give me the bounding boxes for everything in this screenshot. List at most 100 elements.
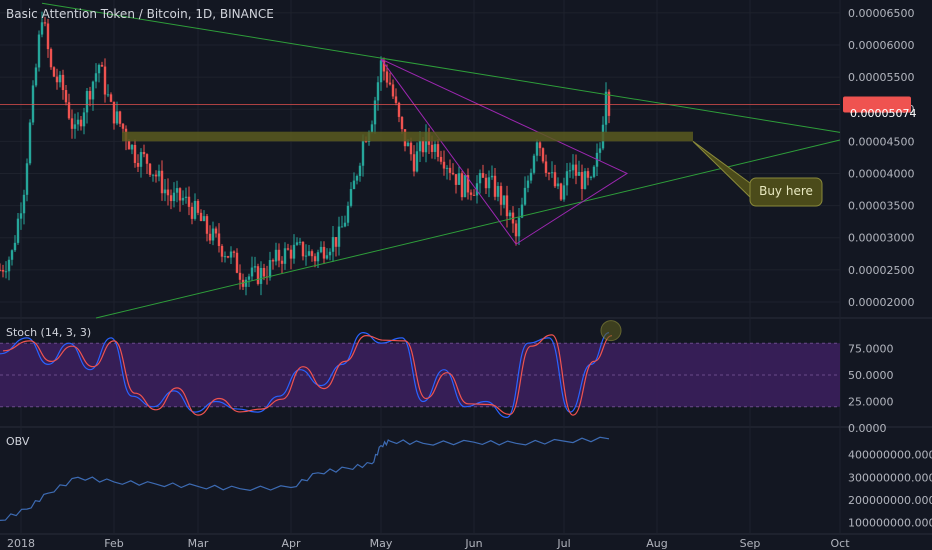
candle-body xyxy=(406,142,410,147)
candle-body xyxy=(88,91,92,100)
candle-body xyxy=(472,194,476,196)
candle-body xyxy=(583,171,587,189)
candle-body xyxy=(175,188,179,193)
candle-body xyxy=(262,267,266,277)
candle-body xyxy=(13,242,17,251)
candle-body xyxy=(193,200,197,219)
candle-body xyxy=(229,251,233,258)
candle-body xyxy=(481,172,485,178)
candle-body xyxy=(163,189,167,194)
candle-body xyxy=(556,183,560,187)
buy-here-label[interactable]: Buy here xyxy=(759,184,813,198)
candle-body xyxy=(319,246,323,253)
time-tick-label: Oct xyxy=(830,537,850,550)
candle-body xyxy=(337,226,341,247)
time-tick-label: Mar xyxy=(188,537,209,550)
candle-body xyxy=(136,162,140,167)
candle-body xyxy=(34,67,38,86)
candle-body xyxy=(379,60,383,83)
candle-body xyxy=(487,177,491,189)
candle-body xyxy=(439,156,443,162)
candle-body xyxy=(322,246,326,259)
candle-body xyxy=(145,154,149,164)
candle-body xyxy=(139,152,143,167)
candle-body xyxy=(526,180,530,188)
candle-body xyxy=(424,132,428,153)
candle-body xyxy=(25,163,29,195)
candle-body xyxy=(493,175,497,197)
candle-body xyxy=(292,244,296,259)
candle-body xyxy=(16,218,20,243)
candle-body xyxy=(256,266,260,284)
price-tick-label: 0.00003500 xyxy=(848,200,914,213)
candle-body xyxy=(358,165,362,176)
candle-body xyxy=(355,175,359,181)
candle-body xyxy=(457,173,461,185)
candle-body xyxy=(166,189,170,196)
candle-body xyxy=(91,81,95,100)
candle-body xyxy=(7,259,11,272)
lower-trendline xyxy=(95,139,841,319)
candle-body xyxy=(361,140,365,166)
candle-body xyxy=(340,226,344,228)
candle-body xyxy=(433,144,437,152)
candle-body xyxy=(415,151,419,172)
time-tick-label: Jun xyxy=(464,537,482,550)
candle-body xyxy=(445,167,449,169)
candle-body xyxy=(592,166,596,177)
candle-body xyxy=(157,170,161,177)
candle-body xyxy=(382,60,386,72)
time-tick-label: Sep xyxy=(740,537,761,550)
candle-body xyxy=(190,206,194,219)
stoch-tick-label: 50.0000 xyxy=(848,369,894,382)
drawing-tools[interactable] xyxy=(0,2,841,319)
price-tick-label: 0.00004000 xyxy=(848,167,914,180)
obv-title: OBV xyxy=(6,435,30,448)
candle-body xyxy=(451,172,455,175)
buy-here-callout xyxy=(749,177,823,207)
candle-body xyxy=(199,212,203,222)
candle-body xyxy=(271,260,275,262)
obv-tick-label: 400000000.0000 xyxy=(848,449,932,462)
candle-body xyxy=(532,155,536,173)
candle-body xyxy=(172,192,176,202)
candle-body xyxy=(475,183,479,196)
candle-body xyxy=(28,122,32,164)
candle-body xyxy=(187,196,191,207)
candle-body xyxy=(295,242,299,245)
current-price-label: 0.00005074 xyxy=(850,107,916,120)
candle-body xyxy=(589,176,593,178)
stoch-d-line xyxy=(2,334,613,416)
candle-body xyxy=(181,197,185,201)
candle-body xyxy=(598,148,602,153)
candle-body xyxy=(214,228,218,234)
candle-body xyxy=(250,267,254,277)
candle-body xyxy=(52,67,56,77)
candle-body xyxy=(388,82,392,85)
resistance-zone xyxy=(122,131,693,142)
candle-body xyxy=(208,233,212,241)
candle-body xyxy=(286,248,290,250)
candle-body xyxy=(325,255,329,259)
candle-body xyxy=(604,91,608,125)
candle-body xyxy=(523,187,527,205)
candle-body xyxy=(49,49,53,68)
candle-body xyxy=(79,119,83,127)
candle-body xyxy=(97,64,101,74)
candle-body xyxy=(67,102,71,119)
price-tick-label: 0.00002500 xyxy=(848,264,914,277)
time-tick-label: 2018 xyxy=(7,537,35,550)
candle-body xyxy=(106,94,110,96)
price-tick-label: 0.00005500 xyxy=(848,71,914,84)
candle-body xyxy=(376,82,380,101)
candle-body xyxy=(283,248,287,264)
price-tick-label: 0.00002000 xyxy=(848,296,914,309)
candle-body xyxy=(151,174,155,176)
candle-body xyxy=(298,241,302,243)
candle-body xyxy=(346,205,350,223)
stoch-title: Stoch (14, 3, 3) xyxy=(6,326,91,339)
candle-body xyxy=(418,140,422,152)
candle-body xyxy=(307,251,311,256)
candle-body xyxy=(220,245,224,257)
